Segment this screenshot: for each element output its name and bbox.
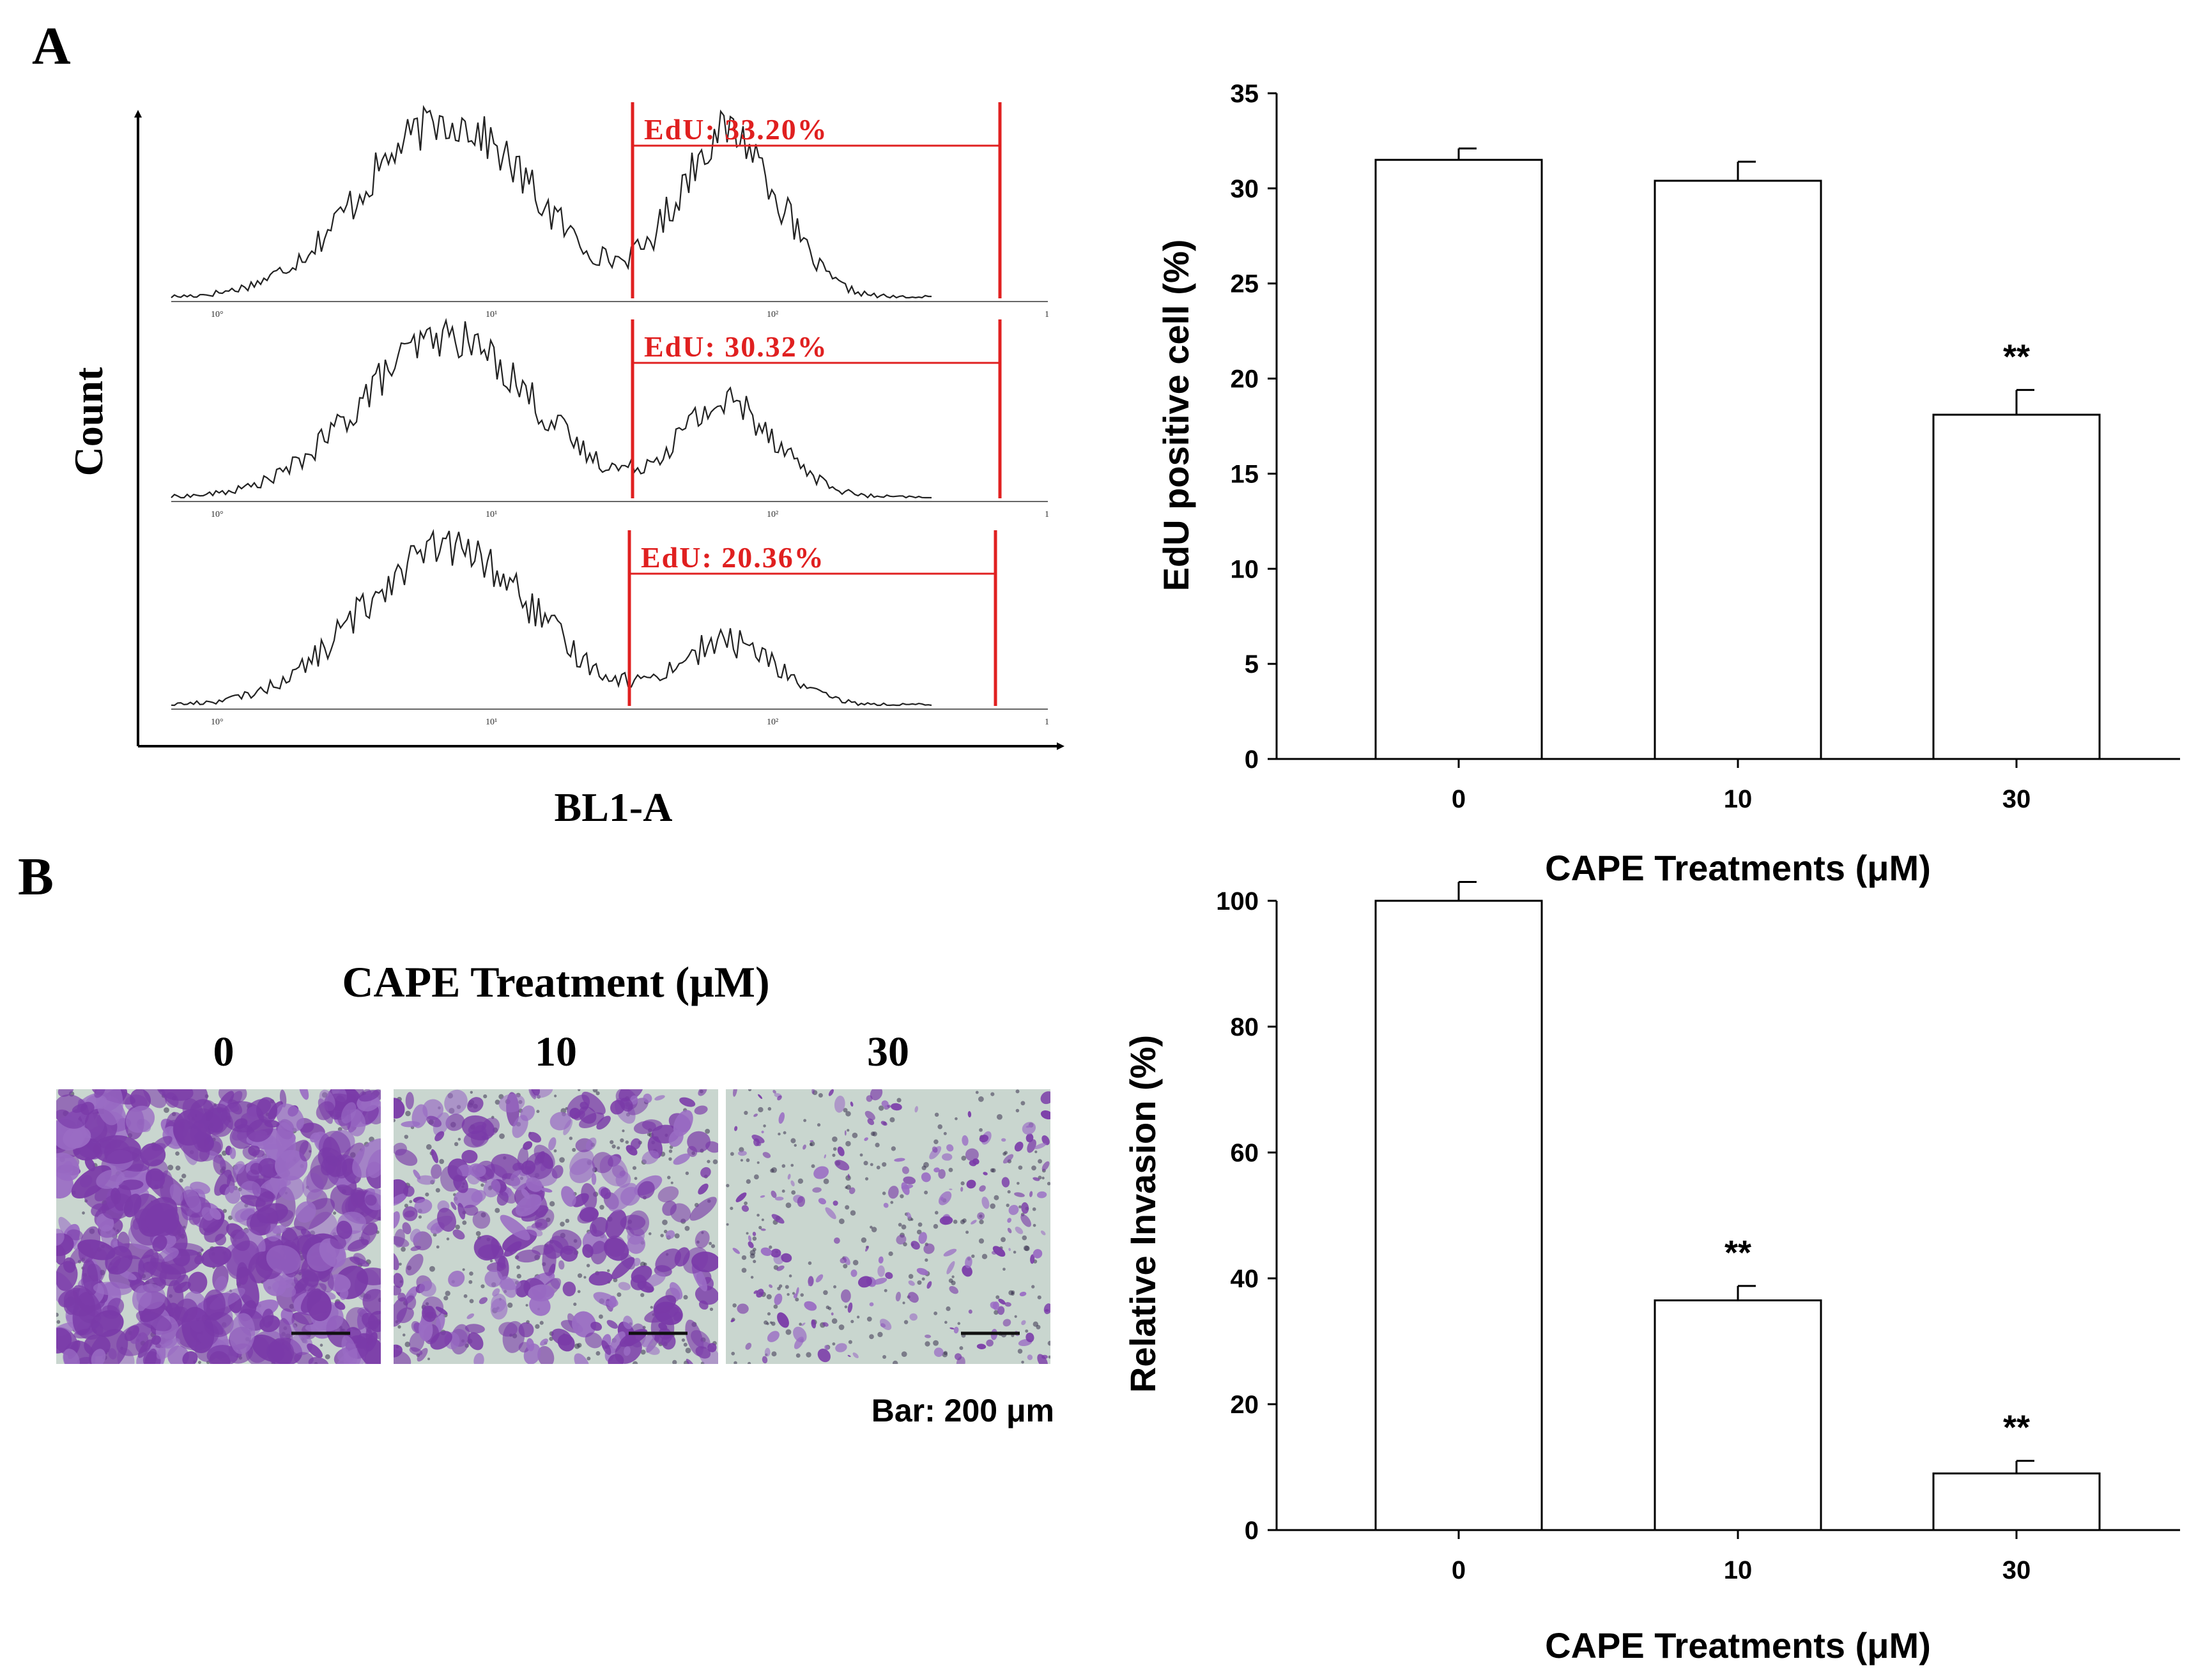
histogram-tick-label: 10° [211,717,224,727]
x-axis-title: CAPE Treatments (μM) [1545,848,1931,888]
histogram-tick-label: 10¹ [486,310,497,319]
y-tick-label: 10 [1231,555,1259,583]
panel-letter-b: B [18,847,54,907]
histogram-tick-label: 1 [1045,717,1049,727]
y-tick-label: 100 [1216,887,1259,915]
y-tick-label: 35 [1231,80,1259,108]
x-tick-label: 0 [1452,1556,1466,1584]
histogram-tick-label: 10° [211,310,224,319]
y-tick-label: 60 [1231,1139,1259,1167]
significance-marker: ** [2003,337,2030,376]
flow-histogram: 10° 10¹ 10² 1 EdU: 20.36% [171,528,1049,727]
y-tick-label: 20 [1231,1391,1259,1419]
histogram-tick-label: 10¹ [486,717,497,727]
invasion-image: 0 [56,1029,381,1364]
flow-xlabel: BL1-A [555,785,673,830]
invasion-bar-chart: 0 20 40 60 80 100 0 10 ** 30 ** CAPE Treatments (μM… [1123,880,2180,1666]
scale-bar-caption: Bar: 200 μm [872,1393,1054,1428]
gate-label: EdU: 30.32% [644,330,828,363]
significance-marker: ** [1724,1234,1751,1272]
invasion-image-row: 0 10 30 [56,1029,1050,1364]
bar [1374,158,1543,760]
y-tick-label: 40 [1231,1265,1259,1293]
flow-histogram: 10° 10¹ 10² 1 EdU: 33.20% [171,102,1049,319]
histogram-tick-label: 10² [767,717,778,727]
bar [1654,180,1822,760]
histogram-tick-label: 10² [767,510,778,519]
invasion-images-panel: CAPE Treatment (μM) 0 10 30 Bar: 200 μm [56,958,1054,1428]
edu-bar-chart: 0 5 10 15 20 25 30 35 0 10 30 ** CAPE Treatments (μM… [1156,80,2180,888]
histogram-tick-label: 1 [1045,510,1049,519]
invasion-image-label: 10 [535,1029,577,1075]
x-tick-label: 10 [1724,1556,1753,1584]
flow-ylabel: Count [66,367,111,476]
invasion-title: CAPE Treatment (μM) [342,958,769,1006]
bar [1374,900,1543,1531]
histogram-trace [171,528,932,707]
x-tick-label: 0 [1452,785,1466,813]
y-tick-label: 30 [1231,175,1259,203]
x-tick-label: 10 [1724,785,1753,813]
histogram-trace [171,105,932,299]
x-tick-label: 30 [2002,1556,2031,1584]
panel-letter-a: A [32,17,71,76]
y-tick-label: 25 [1231,270,1259,298]
bar [1932,1472,2101,1531]
stained-cells [56,1089,381,1364]
histogram-tick-label: 1 [1045,310,1049,319]
y-tick-label: 20 [1231,365,1259,394]
histogram-tick-label: 10° [211,510,224,519]
histogram-tick-label: 10¹ [486,510,497,519]
invasion-image-label: 30 [867,1029,909,1075]
flow-histogram: 10° 10¹ 10² 1 EdU: 30.32% [171,318,1049,519]
stained-cells [394,1089,718,1364]
y-axis-title: Relative Invasion (%) [1123,1035,1163,1393]
y-tick-label: 80 [1231,1013,1259,1041]
histogram-trace [171,318,932,499]
y-tick-label: 0 [1245,1517,1259,1545]
histogram-tick-label: 10² [767,310,778,319]
significance-marker: ** [2003,1409,2030,1447]
invasion-image: 10 [394,1029,718,1364]
bar [1654,1299,1822,1531]
stained-cells [726,1089,1050,1364]
y-tick-label: 5 [1245,650,1259,678]
bar [1932,413,2101,760]
x-axis-title: CAPE Treatments (μM) [1545,1625,1931,1666]
invasion-image: 30 [726,1029,1050,1364]
gate-label: EdU: 20.36% [641,541,825,574]
y-axis-title: EdU positive cell (%) [1156,240,1196,592]
y-tick-label: 15 [1231,460,1259,488]
x-tick-label: 30 [2002,785,2031,813]
gate-label: EdU: 33.20% [644,113,828,146]
y-tick-label: 0 [1245,746,1259,774]
flow-histograms: 10° 10¹ 10² 1 EdU: 33.20% 10° 10¹ 10² 1 EdU: 30.3… [171,102,1049,727]
invasion-image-label: 0 [213,1029,234,1075]
